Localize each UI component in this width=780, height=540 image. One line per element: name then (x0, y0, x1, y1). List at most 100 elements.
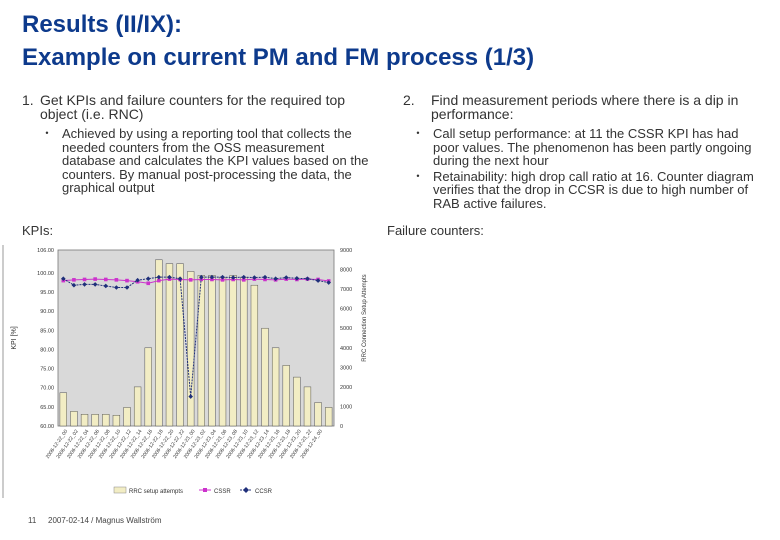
bullet-icon: • (416, 128, 420, 138)
series-point-cssr (241, 278, 246, 282)
right-item-text: Find measurement periods where there is … (431, 92, 739, 122)
series-point-ccsr (156, 274, 162, 280)
footer-text: 2007-02-14 / Magnus Wallström (48, 516, 162, 525)
chart-bar (218, 277, 227, 427)
failure-counters-label: Failure counters: (387, 223, 484, 238)
chart-bar (165, 263, 174, 427)
right-bullet-2-text: Retainability: high drop call ratio at 1… (433, 168, 754, 211)
right-column: 2. Find measurement periods where there … (403, 93, 765, 210)
series-point-cssr (157, 278, 161, 283)
y2-tick-label: 6000 (340, 307, 352, 313)
chart-bar (197, 275, 205, 427)
series-point-ccsr (188, 394, 193, 399)
y2-tick-label: 2000 (340, 385, 352, 391)
legend-bar-label: RRC setup attempts (129, 489, 183, 495)
series-point-ccsr (273, 276, 278, 281)
legend-cssr-marker (203, 488, 207, 492)
left-item-number: 1. (22, 92, 34, 108)
legend-cssr-label: CSSR (214, 489, 231, 495)
series-point-ccsr (241, 274, 247, 280)
series-point-cssr (220, 278, 225, 282)
y-axis-label: KPI [%] (11, 326, 18, 349)
y-tick-label: 60.00 (40, 424, 54, 430)
left-numbered-item: 1. Get KPIs and failure counters for the… (22, 93, 372, 121)
left-bullet-text: Achieved by using a reporting tool that … (62, 126, 369, 195)
y2-tick-label: 0 (340, 424, 343, 430)
series-point-ccsr (230, 275, 236, 280)
kpis-label: KPIs: (22, 223, 54, 238)
chart-bar (70, 411, 78, 427)
series-point-ccsr (220, 274, 225, 280)
legend-ccsr-marker (243, 487, 249, 493)
chart-bar (91, 414, 99, 427)
chart-bar (314, 402, 322, 427)
series-point-ccsr (294, 276, 300, 281)
series-point-ccsr (262, 274, 268, 280)
series-point-ccsr (315, 278, 321, 283)
series-point-ccsr (209, 274, 215, 280)
y-tick-label: 106.00 (37, 248, 54, 254)
series-point-ccsr (71, 282, 77, 288)
bullet-icon: • (416, 170, 420, 181)
y-tick-label: 90.00 (40, 309, 54, 315)
chart-bar (176, 263, 184, 427)
y2-tick-label: 3000 (340, 365, 352, 371)
series-point-ccsr (103, 283, 109, 289)
kpi-chart: 106.00 100.00 95.00 90.00 85.00 80.00 75.00 70.… (2, 245, 368, 498)
chart-bar (102, 414, 110, 427)
left-item-text: Get KPIs and failure counters for the re… (40, 92, 346, 122)
series-point-cssr (103, 277, 108, 282)
chart-bar (261, 327, 269, 427)
y-tick-label: 95.00 (40, 290, 54, 296)
right-bullet-2: • Retainability: high drop call ratio at… (403, 168, 765, 211)
series-point-ccsr (82, 282, 87, 287)
right-numbered-item: 2. Find measurement periods where there … (403, 93, 765, 121)
series-point-ccsr (199, 274, 204, 280)
chart-bar (271, 347, 280, 427)
chart-bar (303, 386, 312, 427)
y-tick-label: 100.00 (37, 271, 54, 277)
y2-axis-label: RRC Connection Setup Attempts (362, 274, 368, 361)
series-point-ccsr (167, 274, 172, 280)
series-point-ccsr (145, 276, 151, 281)
right-bullet-1: • Call setup performance: at 11 the CSSR… (403, 127, 765, 168)
chart-bar (155, 259, 163, 427)
series-point-ccsr (92, 282, 98, 287)
bullet-icon: • (45, 128, 49, 138)
y-tick-label: 75.00 (40, 367, 54, 373)
y-tick-label: 85.00 (40, 328, 54, 334)
y-tick-label: 80.00 (40, 347, 54, 353)
left-column: 1. Get KPIs and failure counters for the… (22, 93, 372, 195)
series-point-ccsr (252, 275, 257, 280)
right-bullet-1-text: Call setup performance: at 11 the CSSR K… (433, 126, 752, 168)
series-point-ccsr (124, 285, 130, 290)
series-point-ccsr (135, 277, 140, 283)
chart-bar (250, 284, 259, 427)
chart-bar (59, 392, 67, 427)
title-line-2: Example on current PM and FM process (1/… (22, 44, 535, 71)
chart-bar (229, 275, 237, 427)
y2-tick-label: 5000 (340, 326, 352, 332)
series-point-ccsr (305, 276, 310, 281)
chart-bar (282, 365, 290, 427)
series-point-ccsr (326, 280, 331, 285)
y2-tick-label: 8000 (340, 268, 352, 274)
chart-bar (80, 414, 89, 427)
chart-bar (123, 407, 131, 427)
series-point-cssr (146, 281, 151, 286)
chart-bar (208, 275, 216, 427)
title-line-1: Results (II/IX): (22, 11, 183, 38)
chart-bar (325, 407, 333, 427)
chart-bar (293, 376, 301, 427)
chart-bar (240, 277, 248, 427)
series-point-ccsr (283, 275, 289, 280)
chart-bar (133, 386, 142, 427)
y2-tick-label: 4000 (340, 346, 352, 352)
y-tick-label: 70.00 (40, 386, 54, 392)
series-point-cssr (188, 278, 193, 282)
y2-tick-label: 1000 (340, 404, 352, 410)
chart-bar (112, 414, 121, 427)
legend-bar-swatch (113, 486, 127, 494)
chart-bar (187, 271, 195, 427)
series-point-ccsr (177, 276, 183, 281)
